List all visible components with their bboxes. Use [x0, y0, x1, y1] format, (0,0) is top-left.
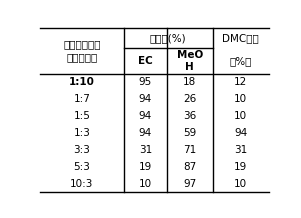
- Text: 1:10: 1:10: [69, 77, 95, 87]
- Text: 36: 36: [183, 111, 197, 121]
- Text: 10: 10: [139, 179, 152, 189]
- Text: 19: 19: [139, 162, 152, 172]
- Text: 10: 10: [234, 111, 247, 121]
- Text: （%）: （%）: [229, 56, 252, 66]
- Text: 94: 94: [139, 128, 152, 138]
- Text: MeO
H: MeO H: [177, 50, 203, 72]
- Text: DMC收率: DMC收率: [222, 33, 259, 43]
- Text: 10: 10: [234, 179, 247, 189]
- Text: 26: 26: [183, 94, 197, 104]
- Text: 94: 94: [139, 111, 152, 121]
- Text: 12: 12: [234, 77, 247, 87]
- Text: 71: 71: [183, 145, 197, 155]
- Text: 19: 19: [234, 162, 247, 172]
- Text: 3:3: 3:3: [73, 145, 90, 155]
- Text: 10:3: 10:3: [70, 179, 94, 189]
- Text: 18: 18: [183, 77, 197, 87]
- Text: 1:7: 1:7: [73, 94, 90, 104]
- Text: EC: EC: [138, 56, 153, 66]
- Text: 94: 94: [234, 128, 247, 138]
- Text: 1:5: 1:5: [73, 111, 90, 121]
- Text: 10: 10: [234, 94, 247, 104]
- Text: 97: 97: [183, 179, 197, 189]
- Text: 转化率(%): 转化率(%): [150, 33, 187, 43]
- Text: 31: 31: [139, 145, 152, 155]
- Text: 1:3: 1:3: [73, 128, 90, 138]
- Text: 94: 94: [139, 94, 152, 104]
- Text: 碳酸乙烯酯与
甲醇摩尔比: 碳酸乙烯酯与 甲醇摩尔比: [63, 39, 101, 63]
- Text: 59: 59: [183, 128, 197, 138]
- Text: 87: 87: [183, 162, 197, 172]
- Text: 95: 95: [139, 77, 152, 87]
- Text: 31: 31: [234, 145, 247, 155]
- Text: 5:3: 5:3: [73, 162, 90, 172]
